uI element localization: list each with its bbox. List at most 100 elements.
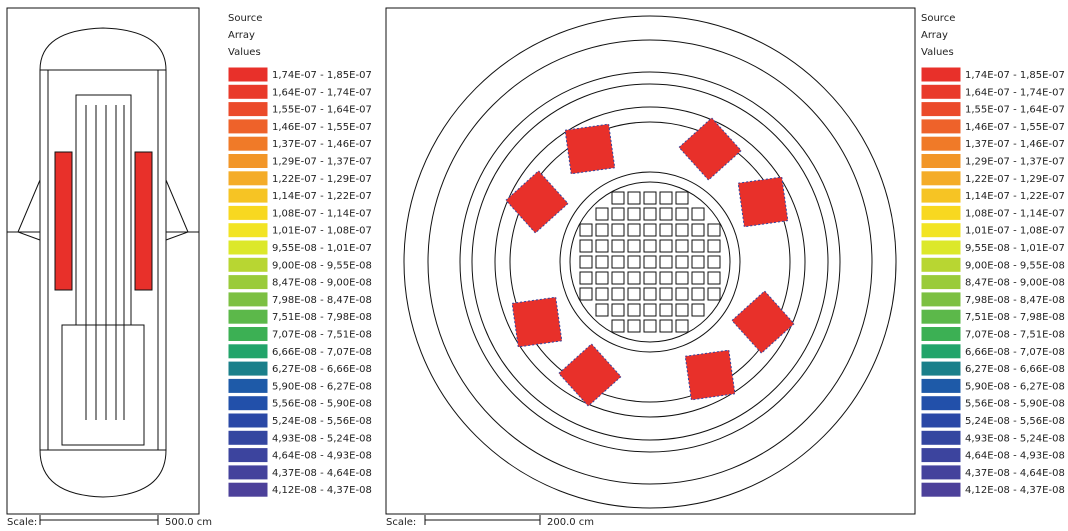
lattice-cell <box>707 271 721 285</box>
legend-label: 9,55E-08 - 1,01E-07 <box>272 243 372 254</box>
lattice-cell <box>611 207 625 221</box>
scale-value: 500.0 cm <box>165 517 212 528</box>
core <box>559 171 741 353</box>
legend-label: 8,47E-08 - 9,00E-08 <box>272 278 372 289</box>
lattice-cell <box>595 223 609 237</box>
legend-swatch <box>227 308 269 325</box>
scale-label: Scale: <box>386 517 416 528</box>
lattice-cell <box>643 271 657 285</box>
legend-swatch <box>920 101 962 118</box>
legend-swatch <box>227 360 269 377</box>
legend-label: 5,56E-08 - 5,90E-08 <box>965 399 1065 410</box>
legend-swatch <box>920 135 962 152</box>
lattice-cell <box>691 207 705 221</box>
legend-label: 1,08E-07 - 1,14E-07 <box>272 208 372 219</box>
lattice-cell <box>659 271 673 285</box>
lattice-cell <box>707 255 721 269</box>
scale-value: 200.0 cm <box>547 517 594 528</box>
legend-swatch <box>227 291 269 308</box>
legend-title: Source <box>921 13 955 24</box>
legend-label: 6,27E-08 - 6,66E-08 <box>272 364 372 375</box>
legend-label: 4,64E-08 - 4,93E-08 <box>965 451 1065 462</box>
legend-label: 1,22E-07 - 1,29E-07 <box>965 174 1065 185</box>
lattice-cell <box>579 271 593 285</box>
legend-swatch <box>227 343 269 360</box>
skirt <box>17 179 189 241</box>
lattice-cell <box>611 191 625 205</box>
legend-label: 7,51E-08 - 7,98E-08 <box>965 312 1065 323</box>
lattice-cell <box>627 319 641 333</box>
lattice-cell <box>675 303 689 317</box>
lattice-cell <box>659 239 673 253</box>
lattice-cell <box>643 223 657 237</box>
legend-title: Array <box>921 30 948 41</box>
legend-swatch <box>227 239 269 256</box>
legend-swatch <box>920 204 962 221</box>
legend-title: Array <box>228 30 255 41</box>
legend-label: 1,08E-07 - 1,14E-07 <box>965 208 1065 219</box>
legend-swatch <box>920 343 962 360</box>
lattice-cell <box>643 207 657 221</box>
legend-label: 1,74E-07 - 1,85E-07 <box>272 70 372 81</box>
lattice-cell <box>675 223 689 237</box>
legend-label: 1,14E-07 - 1,22E-07 <box>965 191 1065 202</box>
legend-label: 1,55E-07 - 1,64E-07 <box>965 105 1065 116</box>
legend-label: 4,37E-08 - 4,64E-08 <box>272 468 372 479</box>
legend-swatch <box>920 222 962 239</box>
legend-swatch <box>227 464 269 481</box>
radial-view <box>385 7 916 515</box>
legend-label: 5,24E-08 - 5,56E-08 <box>965 416 1065 427</box>
lattice-cell <box>579 255 593 269</box>
lattice-cell <box>659 207 673 221</box>
legend-label: 9,00E-08 - 9,55E-08 <box>272 260 372 271</box>
legend-label: 1,37E-07 - 1,46E-07 <box>272 139 372 150</box>
view-frame <box>6 7 200 515</box>
legend-label: 1,64E-07 - 1,74E-07 <box>272 87 372 98</box>
legend-label: 9,55E-08 - 1,01E-07 <box>965 243 1065 254</box>
legend-swatch <box>227 274 269 291</box>
legend-label: 4,12E-08 - 4,37E-08 <box>965 485 1065 496</box>
legend-swatch <box>920 256 962 273</box>
legend-swatch <box>227 481 269 498</box>
legend-swatch <box>920 464 962 481</box>
legend-label: 9,00E-08 - 9,55E-08 <box>965 260 1065 271</box>
legend-label: 4,37E-08 - 4,64E-08 <box>965 468 1065 479</box>
fuel-region <box>134 151 153 291</box>
lattice-cell <box>627 287 641 301</box>
lattice-cell <box>595 239 609 253</box>
legend-label: 1,46E-07 - 1,55E-07 <box>965 122 1065 133</box>
legend-label: 6,66E-08 - 7,07E-08 <box>965 347 1065 358</box>
vessel-top <box>39 27 167 71</box>
scale-label: Scale: <box>7 517 37 528</box>
lattice-cell <box>595 255 609 269</box>
legend-label: 5,90E-08 - 6,27E-08 <box>272 381 372 392</box>
fuel-block <box>564 123 616 175</box>
lattice-cell <box>595 271 609 285</box>
legend-label: 1,64E-07 - 1,74E-07 <box>965 87 1065 98</box>
lattice-cell <box>675 207 689 221</box>
lattice-cell <box>659 223 673 237</box>
fuel-region <box>54 151 73 291</box>
fuel-block <box>731 290 795 354</box>
legend-swatch <box>227 377 269 394</box>
legend-swatch <box>920 326 962 342</box>
lattice-cell <box>579 239 593 253</box>
legend-label: 1,01E-07 - 1,08E-07 <box>965 226 1065 237</box>
lattice-cell <box>611 303 625 317</box>
legend-swatch <box>227 204 269 221</box>
legend-swatch <box>227 256 269 273</box>
lattice-cell <box>707 287 721 301</box>
fuel-block <box>505 170 569 234</box>
legend-swatch <box>920 447 962 464</box>
legend-label: 4,93E-08 - 5,24E-08 <box>965 433 1065 444</box>
lattice-cell <box>707 223 721 237</box>
legend-swatch <box>920 66 962 83</box>
legend-swatch <box>920 83 962 100</box>
view-frame <box>385 7 916 515</box>
lattice-cell <box>675 191 689 205</box>
legend-label: 7,07E-08 - 7,51E-08 <box>272 330 372 341</box>
legend-label: 1,01E-07 - 1,08E-07 <box>272 226 372 237</box>
lattice-cell <box>643 303 657 317</box>
lattice-cell <box>595 303 609 317</box>
